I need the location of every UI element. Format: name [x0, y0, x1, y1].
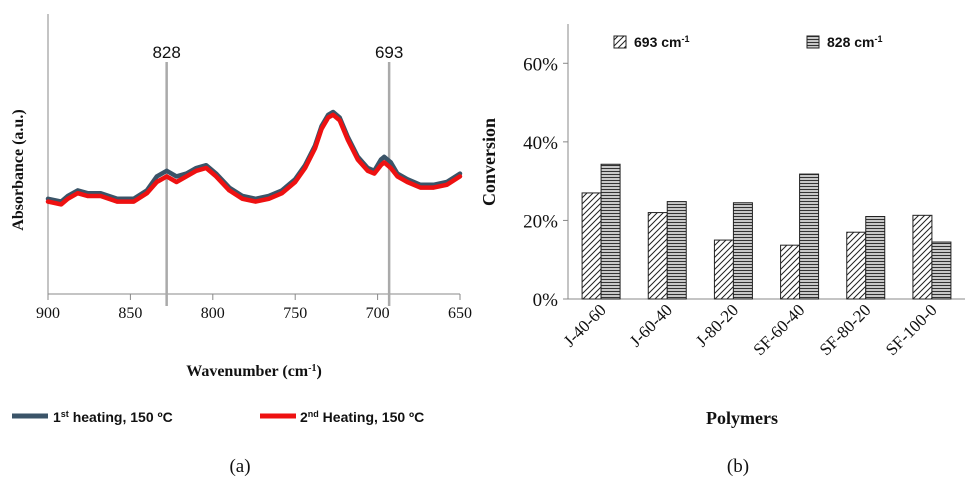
series-line-first-heating — [45, 109, 463, 204]
legend-entry-828: 828 cm-1 — [806, 34, 883, 50]
legend-b: 693 cm-1 828 cm-1 — [613, 34, 883, 50]
y-axis-label-b: Conversion — [479, 118, 499, 206]
panel-label-b: (b) — [727, 456, 749, 477]
bar-828-j-40-60 — [600, 163, 621, 300]
x-axis-label-a: Wavenumber (cm-1) — [186, 363, 322, 381]
x-tick-label-a: 750 — [283, 305, 307, 322]
series-line-second-heating — [45, 112, 463, 207]
legend-label-828: 828 cm-1 — [827, 34, 883, 50]
y-tick-label-b: 0% — [533, 290, 559, 311]
marker-label-693: 693 — [375, 43, 403, 62]
x-tick-label-a: 700 — [366, 305, 390, 322]
y-tick-label-b: 60% — [523, 54, 558, 75]
bar-828-sf-100-0 — [931, 241, 952, 300]
panel-label-a: (a) — [229, 456, 250, 477]
legend-swatch-693 — [613, 35, 627, 49]
y-tick-label-b: 20% — [523, 211, 558, 232]
bar-693-sf-80-20 — [846, 231, 867, 300]
x-tick-label-a: 650 — [448, 305, 472, 322]
legend-entry-second-heating: 2nd Heating, 150 ºC — [260, 409, 424, 425]
legend-swatch-828 — [806, 35, 820, 49]
x-tick-label-a: 800 — [201, 305, 225, 322]
x-tick-label-b: J-60-40 — [626, 300, 676, 350]
bar-693-j-60-40 — [647, 212, 668, 300]
x-tick-label-b: J-40-60 — [560, 300, 610, 350]
legend-entry-first-heating: 1st heating, 150 ºC — [12, 409, 173, 425]
bar-828-j-60-40 — [666, 201, 687, 300]
legend-a: 1st heating, 150 ºC 2nd Heating, 150 ºC — [12, 409, 424, 425]
x-tick-label-a: 900 — [36, 305, 60, 322]
y-axis-label-a: Absorbance (a.u.) — [10, 109, 27, 230]
legend-entry-693: 693 cm-1 — [613, 34, 690, 50]
bar-828-j-80-20 — [732, 202, 753, 300]
bar-693-j-40-60 — [581, 192, 602, 300]
legend-label-second-heating: 2nd Heating, 150 ºC — [300, 409, 424, 425]
x-tick-label-b: SF-100-0 — [882, 300, 941, 359]
x-tick-label-b: SF-80-20 — [816, 300, 875, 359]
bar-828-sf-60-40 — [799, 173, 820, 300]
x-tick-label-b: J-80-20 — [692, 300, 742, 350]
bar-693-sf-60-40 — [780, 244, 801, 300]
legend-label-693: 693 cm-1 — [634, 34, 690, 50]
y-tick-label-b: 40% — [523, 133, 558, 154]
x-tick-label-a: 850 — [118, 305, 142, 322]
x-tick-label-b: SF-60-40 — [750, 300, 809, 359]
spectrum-chart: 900 850 800 750 700 650 828 693 Absorbance (a.… — [10, 14, 472, 477]
bar-828-sf-80-20 — [865, 216, 886, 300]
bar-693-j-80-20 — [713, 239, 734, 300]
x-axis-label-b: Polymers — [706, 408, 778, 428]
conversion-bar-chart: 0% 20% 40% 60% J-40-60 J-60-40 J-80-20 SF-60-4… — [479, 24, 965, 477]
bar-693-sf-100-0 — [912, 214, 933, 300]
marker-label-828: 828 — [152, 43, 180, 62]
legend-label-first-heating: 1st heating, 150 ºC — [53, 409, 173, 425]
